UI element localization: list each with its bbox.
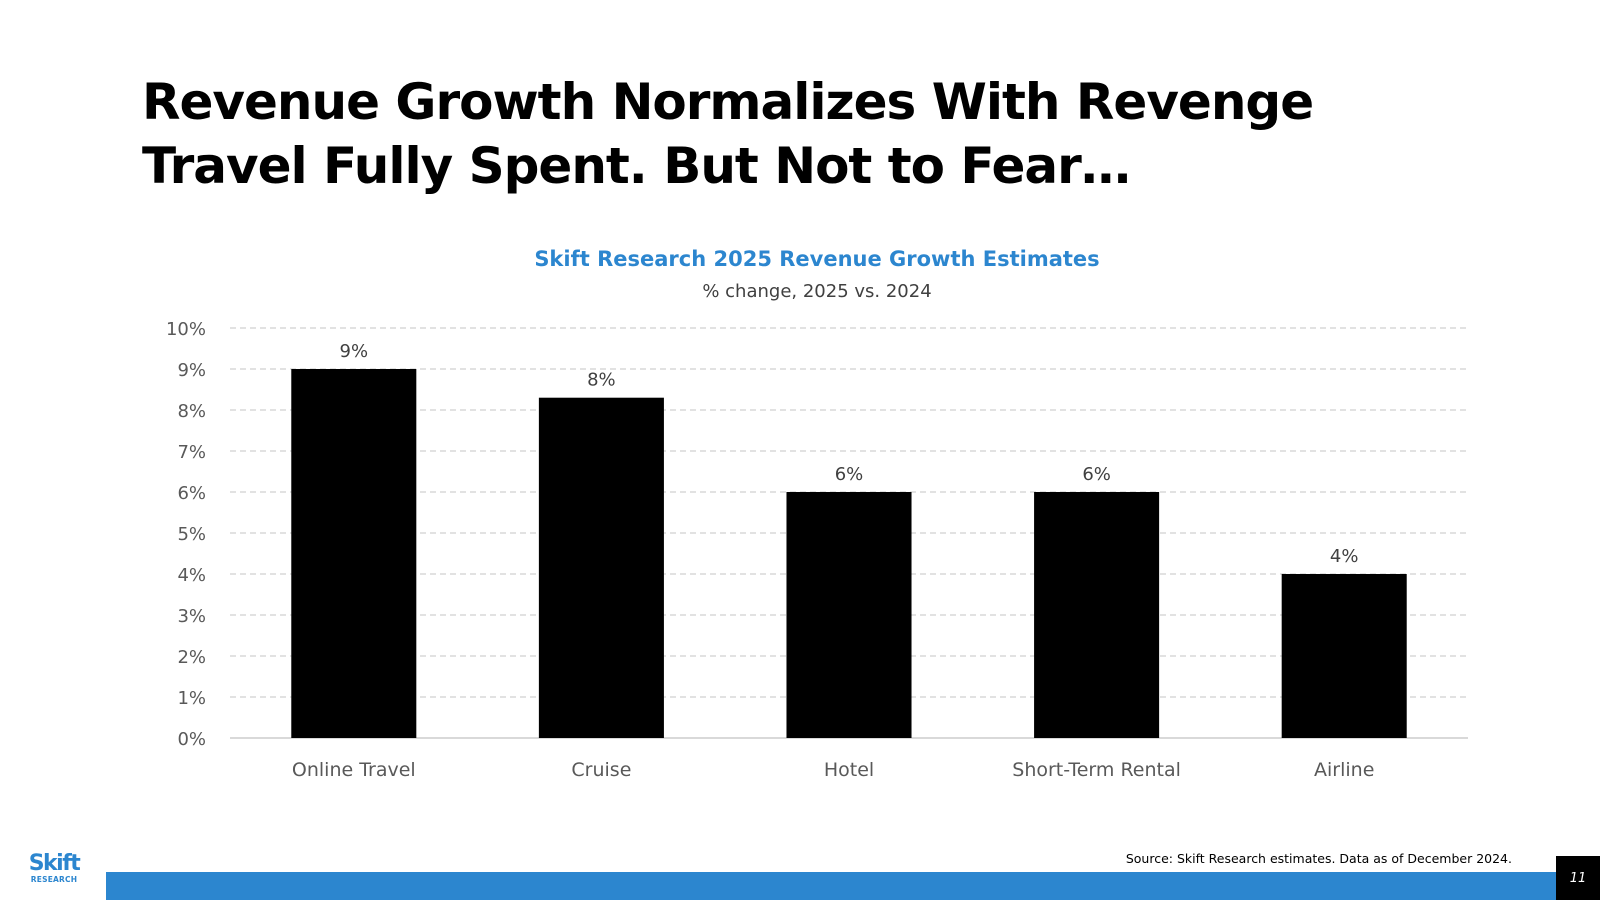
footer-bar xyxy=(106,872,1556,900)
data-label: 8% xyxy=(587,370,616,391)
x-axis-ticks: Online Travel Cruise Hotel Short-Term Renta… xyxy=(292,759,1375,781)
data-label: 9% xyxy=(340,341,369,362)
data-labels: 9% 8% 6% 6% 4% xyxy=(340,341,1359,567)
logo-word: Skift xyxy=(28,851,81,876)
logo-sub: RESEARCH xyxy=(30,875,78,884)
bar xyxy=(291,369,417,738)
chart-svg: Skift Research 2025 Revenue Growth Estim… xyxy=(166,247,1468,781)
y-tick-label: 3% xyxy=(177,606,206,627)
data-label: 4% xyxy=(1330,546,1359,567)
y-tick-label: 1% xyxy=(177,688,206,709)
chart-title: Skift Research 2025 Revenue Growth Estim… xyxy=(534,247,1099,271)
bars xyxy=(291,369,1407,738)
data-label: 6% xyxy=(835,464,864,485)
y-tick-label: 10% xyxy=(166,319,206,340)
page-number: 11 xyxy=(1556,856,1600,900)
bar xyxy=(786,492,912,738)
slide-title: Revenue Growth Normalizes With Revenge T… xyxy=(142,73,1314,195)
x-tick-label: Airline xyxy=(1314,759,1374,781)
bar-chart: Skift Research 2025 Revenue Growth Estim… xyxy=(150,238,1500,808)
bar xyxy=(1034,492,1160,738)
x-tick-label: Online Travel xyxy=(292,759,416,781)
y-tick-label: 6% xyxy=(177,483,206,504)
y-tick-label: 5% xyxy=(177,524,206,545)
gridlines xyxy=(230,327,1468,739)
y-axis-ticks: 0% 1% 2% 3% 4% 5% 6% 7% 8% 9% 10% xyxy=(166,319,206,750)
chart-subtitle: % change, 2025 vs. 2024 xyxy=(702,281,931,302)
bar xyxy=(1281,574,1407,738)
source-note: Source: Skift Research estimates. Data a… xyxy=(1125,851,1512,866)
bar xyxy=(538,397,664,738)
data-label: 6% xyxy=(1082,464,1111,485)
skift-research-logo: Skift RESEARCH xyxy=(24,853,84,885)
y-tick-label: 8% xyxy=(177,401,206,422)
y-tick-label: 0% xyxy=(177,729,206,750)
x-tick-label: Short-Term Rental xyxy=(1012,759,1181,781)
y-tick-label: 7% xyxy=(177,442,206,463)
y-tick-label: 2% xyxy=(177,647,206,668)
y-tick-label: 9% xyxy=(177,360,206,381)
x-tick-label: Cruise xyxy=(571,759,631,781)
x-tick-label: Hotel xyxy=(824,759,874,781)
y-tick-label: 4% xyxy=(177,565,206,586)
